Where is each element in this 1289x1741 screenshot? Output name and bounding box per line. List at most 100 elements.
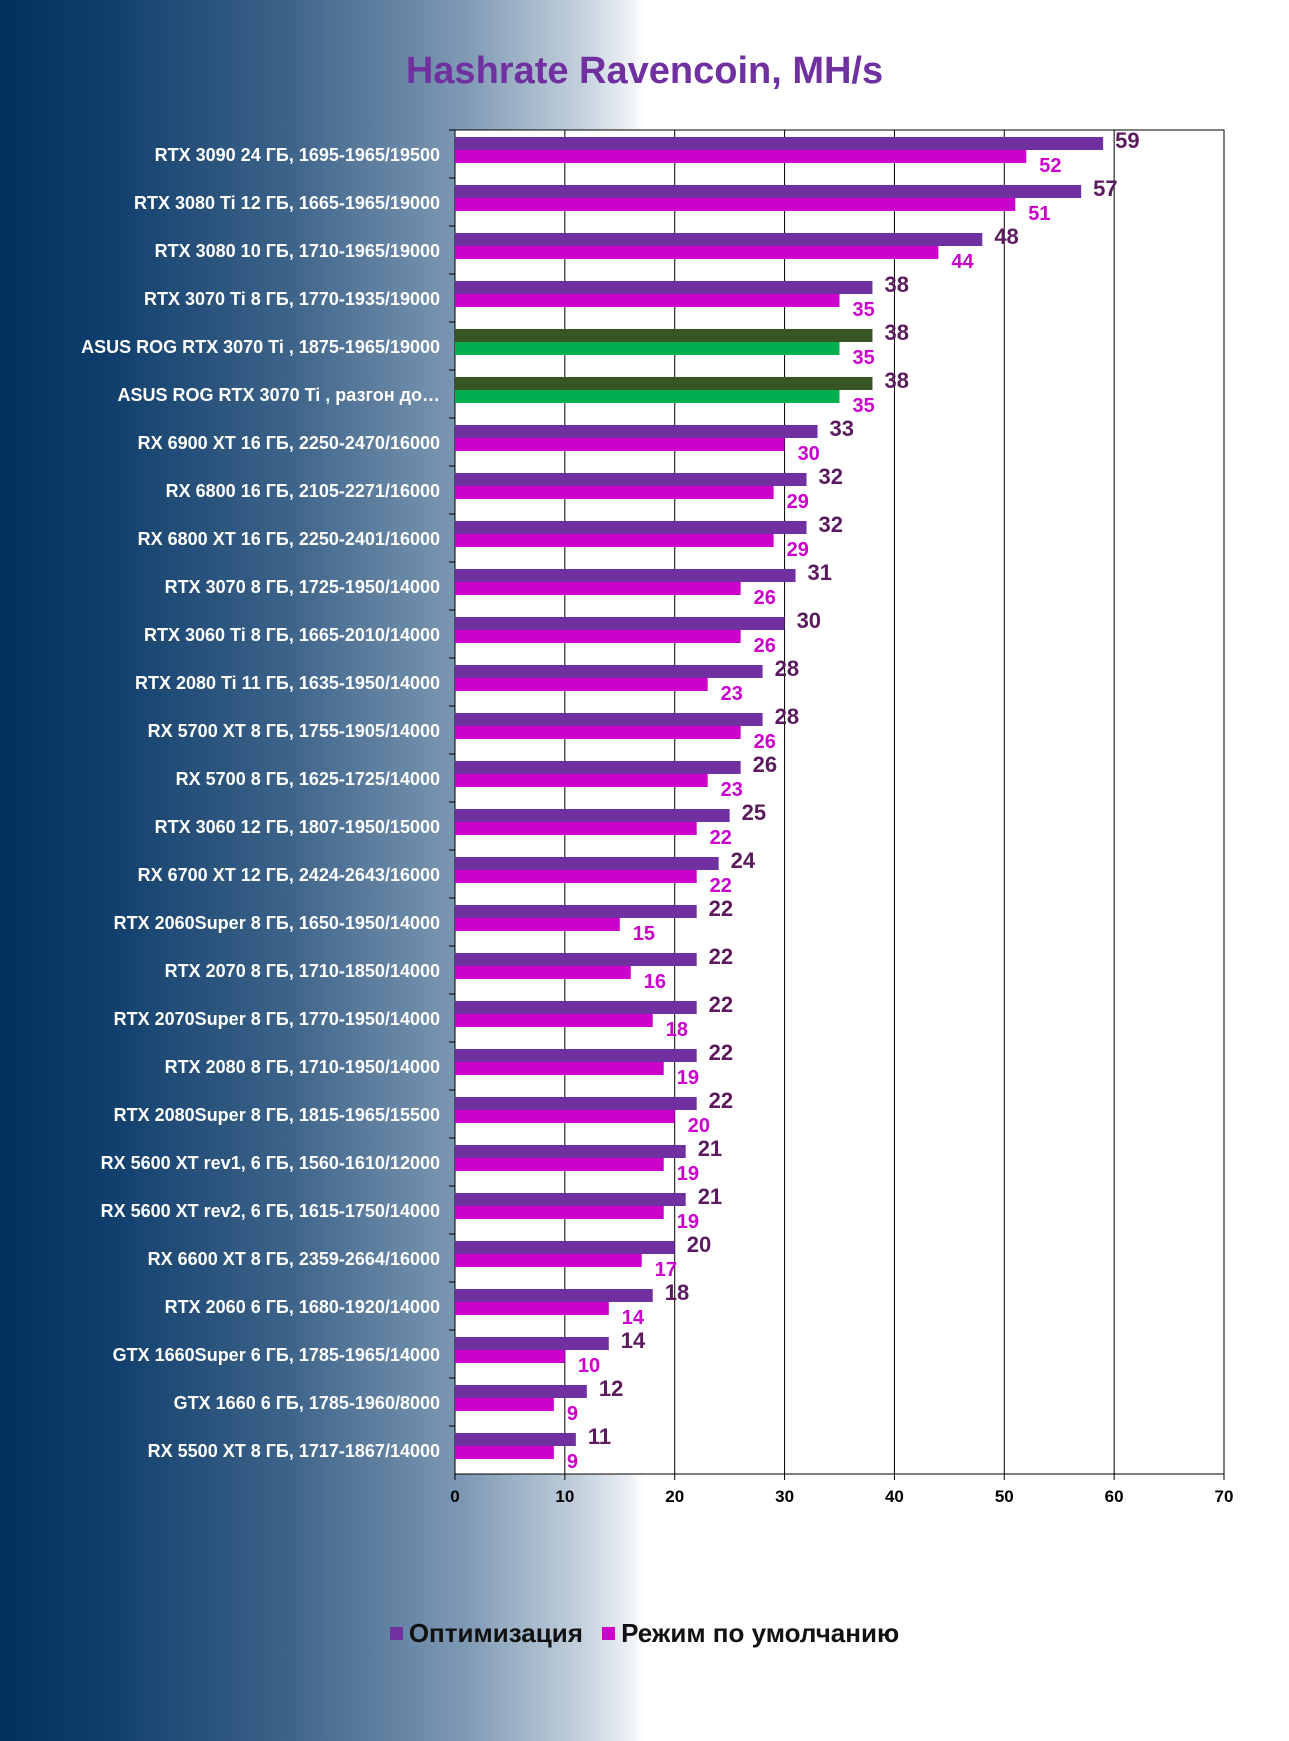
value-label-default-mode: 15 (633, 923, 655, 945)
category-label: RX 5600 XT rev1, 6 ГБ, 1560-1610/12000 (101, 1153, 440, 1173)
bar-optimization (455, 761, 741, 774)
value-label-default-mode: 23 (721, 779, 743, 801)
category-label: RTX 3070 Ti 8 ГБ, 1770-1935/19000 (144, 289, 440, 309)
bar-default-mode (455, 918, 620, 931)
bar-optimization (455, 233, 983, 246)
value-label-optimization: 14 (621, 1328, 646, 1353)
x-tick-label: 50 (995, 1487, 1014, 1506)
bar-default-mode (455, 582, 741, 595)
bar-optimization (455, 1193, 686, 1206)
category-label: RX 5600 XT rev2, 6 ГБ, 1615-1750/14000 (101, 1201, 440, 1221)
value-label-optimization: 22 (709, 992, 733, 1017)
value-label-optimization: 22 (709, 1040, 733, 1065)
legend-label-optimization: Оптимизация (408, 1618, 583, 1648)
category-label: RTX 3070 8 ГБ, 1725-1950/14000 (165, 577, 440, 597)
value-label-default-mode: 14 (622, 1307, 645, 1329)
value-label-optimization: 32 (819, 464, 843, 489)
bar-default-mode (455, 870, 697, 883)
bar-optimization (455, 953, 697, 966)
value-label-optimization: 21 (698, 1184, 722, 1209)
x-tick-label: 40 (885, 1487, 904, 1506)
bar-optimization (455, 617, 785, 630)
x-tick-label: 20 (665, 1487, 684, 1506)
value-label-default-mode: 26 (754, 635, 776, 657)
value-label-optimization: 24 (731, 848, 756, 873)
value-label-optimization: 28 (775, 704, 799, 729)
bar-default-mode (455, 678, 708, 691)
category-label: RTX 3080 10 ГБ, 1710-1965/19000 (155, 241, 440, 261)
value-label-default-mode: 26 (754, 587, 776, 609)
bar-optimization (455, 425, 818, 438)
value-label-default-mode: 29 (787, 491, 809, 513)
bar-optimization (455, 1385, 587, 1398)
bar-default-mode (455, 486, 774, 499)
category-label: RTX 2070Super 8 ГБ, 1770-1950/14000 (114, 1009, 440, 1029)
bar-optimization (455, 1145, 686, 1158)
value-label-default-mode: 9 (567, 1403, 578, 1425)
category-label: RTX 2060 6 ГБ, 1680-1920/14000 (165, 1297, 440, 1317)
value-label-optimization: 22 (709, 944, 733, 969)
bar-optimization (455, 137, 1104, 150)
bar-optimization (455, 1001, 697, 1014)
legend: Оптимизация Режим по умолчанию (0, 1618, 1289, 1649)
category-label: RTX 3060 Ti 8 ГБ, 1665-2010/14000 (144, 625, 440, 645)
bar-optimization (455, 377, 873, 390)
category-label: GTX 1660 6 ГБ, 1785-1960/8000 (174, 1393, 440, 1413)
value-label-optimization: 20 (687, 1232, 711, 1257)
legend-item-optimization: Оптимизация (389, 1618, 583, 1649)
category-label: RTX 3060 12 ГБ, 1807-1950/15000 (155, 817, 440, 837)
category-label: RX 6900 XT 16 ГБ, 2250-2470/16000 (138, 433, 440, 453)
bar-optimization (455, 1337, 609, 1350)
bar-default-mode (455, 1014, 653, 1027)
x-tick-label: 60 (1105, 1487, 1124, 1506)
value-label-default-mode: 23 (721, 683, 743, 705)
value-label-default-mode: 20 (688, 1115, 710, 1137)
category-label: ASUS ROG RTX 3070 Ti , разгон до… (118, 385, 440, 405)
category-label: RTX 2060Super 8 ГБ, 1650-1950/14000 (114, 913, 440, 933)
bar-optimization (455, 1097, 697, 1110)
category-label: RX 5700 XT 8 ГБ, 1755-1905/14000 (148, 721, 440, 741)
value-label-default-mode: 19 (677, 1211, 699, 1233)
bar-optimization (455, 1289, 653, 1302)
bar-optimization (455, 281, 873, 294)
chart-title: Hashrate Ravencoin, MH/s (405, 50, 884, 92)
legend-label-default-mode: Режим по умолчанию (621, 1618, 900, 1648)
bar-default-mode (455, 150, 1027, 163)
value-label-optimization: 57 (1093, 176, 1117, 201)
bar-optimization (455, 809, 730, 822)
category-label: ASUS ROG RTX 3070 Ti , 1875-1965/19000 (81, 337, 440, 357)
value-label-optimization: 21 (698, 1136, 722, 1161)
value-label-optimization: 22 (709, 1088, 733, 1113)
bar-default-mode (455, 630, 741, 643)
value-label-optimization: 12 (599, 1376, 623, 1401)
bar-default-mode (455, 1350, 565, 1363)
value-label-optimization: 18 (665, 1280, 689, 1305)
value-label-default-mode: 35 (853, 395, 875, 417)
value-label-optimization: 26 (753, 752, 777, 777)
category-label: RTX 2070 8 ГБ, 1710-1850/14000 (165, 961, 440, 981)
value-label-default-mode: 19 (677, 1163, 699, 1185)
value-label-optimization: 33 (830, 416, 854, 441)
bar-default-mode (455, 1446, 554, 1459)
bar-default-mode (455, 1206, 664, 1219)
bar-optimization (455, 329, 873, 342)
value-label-default-mode: 26 (754, 731, 776, 753)
bar-default-mode (455, 534, 774, 547)
x-tick-label: 30 (775, 1487, 794, 1506)
legend-item-default-mode: Режим по умолчанию (602, 1618, 899, 1649)
value-label-optimization: 28 (775, 656, 799, 681)
bar-optimization (455, 713, 763, 726)
bar-default-mode (455, 294, 840, 307)
category-label: RX 5500 XT 8 ГБ, 1717-1867/14000 (148, 1441, 440, 1461)
value-label-optimization: 59 (1115, 128, 1139, 153)
bar-optimization (455, 569, 796, 582)
bar-optimization (455, 1241, 675, 1254)
bar-optimization (455, 1433, 576, 1446)
value-label-default-mode: 22 (710, 827, 732, 849)
bar-default-mode (455, 1158, 664, 1171)
value-label-default-mode: 16 (644, 971, 666, 993)
value-label-default-mode: 30 (798, 443, 820, 465)
value-label-default-mode: 35 (853, 347, 875, 369)
value-label-optimization: 30 (797, 608, 821, 633)
